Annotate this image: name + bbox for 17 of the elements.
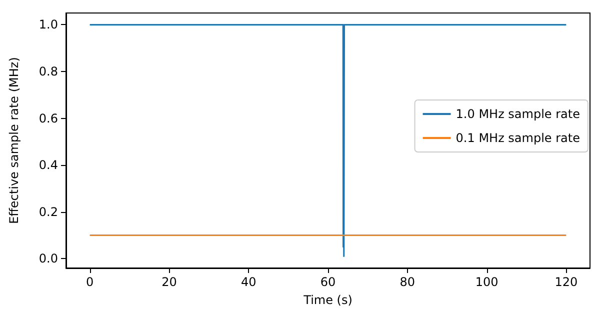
y-tick-label: 0.2 — [38, 204, 58, 219]
x-tick-label: 80 — [400, 275, 416, 289]
y-tick-label: 1.0 — [38, 18, 58, 32]
y-tick-label: 0.6 — [38, 111, 58, 126]
y-tick-label: 0.0 — [38, 252, 58, 266]
legend-label: 1.0 MHz sample rate — [456, 107, 580, 121]
x-tick-label: 60 — [320, 275, 336, 289]
x-tick-label: 40 — [240, 275, 256, 289]
x-tick-label: 100 — [475, 275, 498, 289]
x-tick-label: 20 — [162, 275, 177, 289]
y-axis-title: Effective sample rate (MHz) — [7, 57, 21, 224]
x-tick-label: 120 — [554, 275, 578, 289]
y-tick-label: 0.8 — [38, 64, 58, 78]
y-tick-label: 0.4 — [38, 158, 58, 172]
legend-label: 0.1 MHz sample rate — [456, 131, 580, 145]
x-axis-title: Time (s) — [302, 293, 352, 307]
x-tick-label: 0 — [86, 275, 94, 289]
